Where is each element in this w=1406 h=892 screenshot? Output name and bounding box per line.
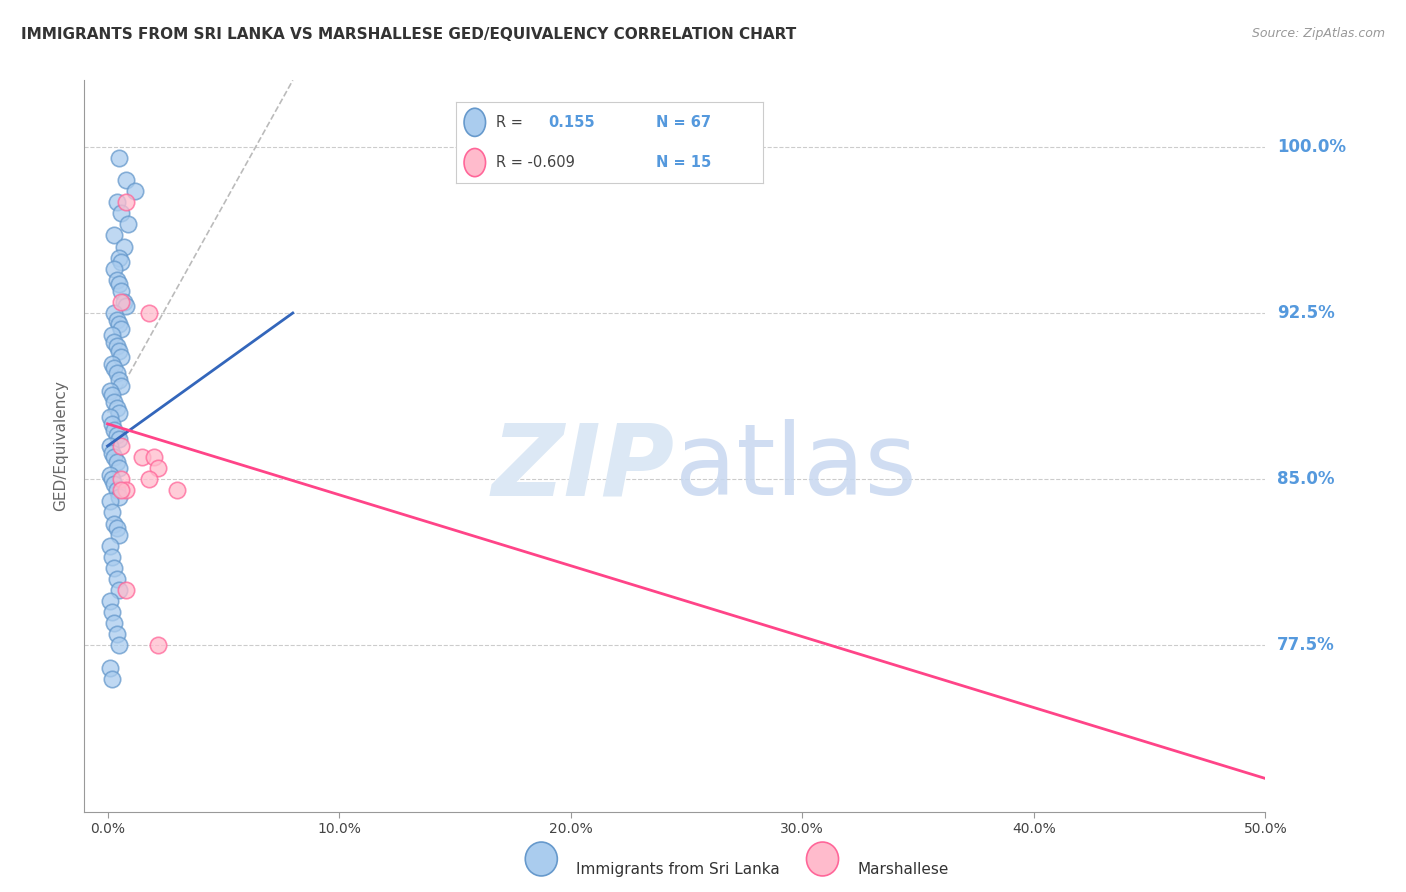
Point <box>105 627 128 641</box>
Point <box>103 361 125 376</box>
Point <box>108 433 131 447</box>
Point <box>110 284 132 298</box>
Point <box>103 476 125 491</box>
Text: Marshallese: Marshallese <box>858 863 949 877</box>
Text: 92.5%: 92.5% <box>1277 304 1334 322</box>
Point <box>105 454 128 468</box>
Circle shape <box>526 842 557 876</box>
Point <box>101 605 124 619</box>
Point <box>108 372 131 386</box>
Point <box>108 527 131 541</box>
Point <box>166 483 188 498</box>
Point <box>108 151 131 165</box>
Point <box>98 467 121 482</box>
Point <box>103 561 125 575</box>
Point <box>98 494 121 508</box>
Point <box>105 521 128 535</box>
Point <box>101 506 124 520</box>
Point <box>110 483 132 498</box>
Point <box>138 306 160 320</box>
Point <box>110 294 132 309</box>
Point <box>98 594 121 608</box>
Point <box>108 277 131 292</box>
Point <box>131 450 153 464</box>
Point <box>105 195 128 210</box>
Point <box>105 366 128 380</box>
Point <box>98 410 121 425</box>
Point <box>101 672 124 686</box>
Point <box>112 239 135 253</box>
Text: atlas: atlas <box>675 419 917 516</box>
Point <box>115 299 138 313</box>
Point <box>110 439 132 453</box>
Point <box>148 461 170 475</box>
Point <box>148 639 170 653</box>
Point <box>103 616 125 631</box>
Point <box>110 472 132 486</box>
Text: 100.0%: 100.0% <box>1277 137 1346 156</box>
Point <box>98 384 121 398</box>
Point <box>103 394 125 409</box>
Point <box>142 450 165 464</box>
Point <box>101 445 124 459</box>
Point <box>103 306 125 320</box>
Point <box>110 351 132 365</box>
Text: IMMIGRANTS FROM SRI LANKA VS MARSHALLESE GED/EQUIVALENCY CORRELATION CHART: IMMIGRANTS FROM SRI LANKA VS MARSHALLESE… <box>21 27 796 42</box>
Point <box>105 483 128 498</box>
Point <box>103 261 125 276</box>
Point <box>110 255 132 269</box>
Point <box>101 357 124 371</box>
Point <box>110 379 132 393</box>
Point <box>108 583 131 598</box>
Point <box>105 572 128 586</box>
Point <box>103 450 125 464</box>
Point <box>103 334 125 349</box>
Circle shape <box>807 842 838 876</box>
Point <box>105 312 128 326</box>
Point <box>103 516 125 531</box>
Point <box>105 273 128 287</box>
Point <box>101 417 124 431</box>
Text: 77.5%: 77.5% <box>1277 637 1334 655</box>
Text: ZIP: ZIP <box>492 419 675 516</box>
Text: Immigrants from Sri Lanka: Immigrants from Sri Lanka <box>576 863 780 877</box>
Text: Source: ZipAtlas.com: Source: ZipAtlas.com <box>1251 27 1385 40</box>
Point <box>115 195 138 210</box>
Point <box>98 539 121 553</box>
Point <box>108 406 131 420</box>
Point <box>108 251 131 265</box>
Point <box>101 549 124 564</box>
Point <box>101 328 124 343</box>
Point <box>101 472 124 486</box>
Point <box>108 490 131 504</box>
Point <box>117 218 139 232</box>
Point <box>105 401 128 416</box>
Point <box>115 483 138 498</box>
Point <box>103 424 125 438</box>
Point <box>115 173 138 187</box>
Point <box>108 317 131 331</box>
Text: 85.0%: 85.0% <box>1277 470 1334 488</box>
Point <box>112 294 135 309</box>
Point <box>103 228 125 243</box>
Point <box>108 461 131 475</box>
Point <box>124 184 146 198</box>
Point <box>105 339 128 353</box>
Point <box>101 388 124 402</box>
Point <box>110 206 132 220</box>
Y-axis label: GED/Equivalency: GED/Equivalency <box>53 381 69 511</box>
Point <box>108 639 131 653</box>
Point <box>98 439 121 453</box>
Point <box>138 472 160 486</box>
Point <box>115 583 138 598</box>
Point <box>110 321 132 335</box>
Point <box>105 428 128 442</box>
Point <box>98 660 121 674</box>
Point <box>108 343 131 358</box>
